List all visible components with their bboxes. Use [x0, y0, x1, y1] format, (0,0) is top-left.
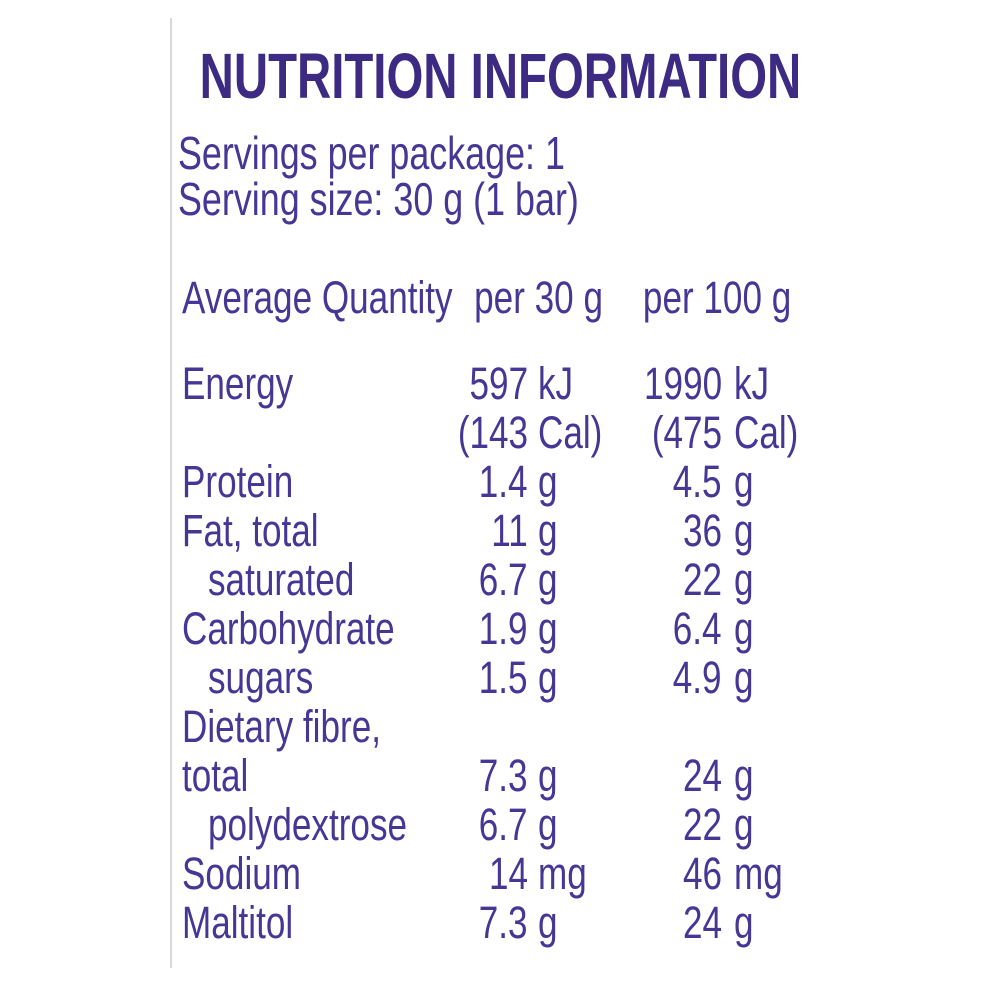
nutrient-label: Dietary fibre,	[182, 701, 381, 752]
per-30g-value: 11	[491, 505, 528, 556]
table-row: Dietary fibre,	[176, 702, 816, 751]
nutrient-label: Maltitol	[182, 897, 294, 948]
table-row: saturated 6.7 g 22 g	[176, 555, 816, 604]
nutrition-table: Average Quantity per 30 g per 100 g Ener…	[176, 273, 816, 947]
per-30g-value: 1.4	[479, 456, 528, 507]
table-row: (143 Cal) (475 Cal)	[176, 408, 816, 457]
per-30g-value: 1.9	[479, 603, 528, 654]
per-100g-unit	[722, 702, 815, 751]
per-100g-unit: g	[734, 799, 754, 850]
table-row: Sodium 14 mg 46 mg	[176, 849, 816, 898]
table-header-row: Average Quantity per 30 g per 100 g	[176, 273, 816, 322]
per-100g-value: 4.9	[673, 652, 722, 703]
per-30g-value: 597	[469, 358, 528, 409]
header-average-quantity: Average Quantity	[182, 272, 453, 323]
nutrient-label: sugars	[208, 652, 314, 703]
nutrient-label: Fat, total	[182, 505, 319, 556]
per-100g-value: 46	[682, 848, 722, 899]
per-30g-unit: g	[538, 603, 558, 654]
per-100g-value: 24	[682, 750, 722, 801]
per-30g-unit: g	[538, 505, 558, 556]
nutrient-label: total	[182, 750, 249, 801]
header-per-30g: per 30 g	[474, 272, 603, 323]
nutrient-label: Carbohydrate	[182, 603, 395, 654]
per-100g-value: 24	[682, 897, 722, 948]
per-30g-unit: g	[538, 652, 558, 703]
per-100g-unit: g	[734, 554, 754, 605]
per-30g-value: 6.7	[479, 799, 528, 850]
header-per-100g: per 100 g	[643, 272, 792, 323]
per-100g-value: 1990	[643, 358, 722, 409]
per-30g-unit: Cal)	[538, 407, 603, 458]
per-100g-unit: g	[734, 897, 754, 948]
per-100g-value: (475	[651, 407, 722, 458]
per-100g-unit: g	[734, 652, 754, 703]
nutrient-label: Protein	[182, 456, 294, 507]
per-100g-unit: Cal)	[734, 407, 799, 458]
per-100g-unit: mg	[734, 848, 783, 899]
table-row: Maltitol 7.3 g 24 g	[176, 898, 816, 947]
header-body-gap	[176, 322, 816, 359]
nutrient-label: Energy	[182, 358, 294, 409]
per-30g-value	[430, 702, 528, 751]
serving-size-text: Serving size: 30 g (1 bar)	[178, 173, 579, 225]
table-row: sugars 1.5 g 4.9 g	[176, 653, 816, 702]
per-30g-unit: mg	[538, 848, 587, 899]
per-100g-value: 4.5	[673, 456, 722, 507]
table-row: Fat, total 11 g 36 g	[176, 506, 816, 555]
per-30g-unit: g	[538, 799, 558, 850]
serving-info: Servings per package: 1 Serving size: 30…	[178, 130, 692, 222]
nutrient-label	[176, 408, 430, 457]
table-row: total 7.3 g 24 g	[176, 751, 816, 800]
per-100g-value: 36	[682, 505, 722, 556]
per-100g-value: 22	[682, 799, 722, 850]
per-100g-unit: g	[734, 750, 754, 801]
table-row: Energy 597 kJ 1990 kJ	[176, 359, 816, 408]
per-100g-value: 22	[682, 554, 722, 605]
per-100g-unit: kJ	[734, 358, 770, 409]
per-30g-value: 1.5	[479, 652, 528, 703]
per-100g-unit: g	[734, 603, 754, 654]
per-100g-unit: g	[734, 505, 754, 556]
nutrient-label: Sodium	[182, 848, 302, 899]
servings-per-package: Servings per package: 1	[178, 130, 692, 176]
per-30g-value: 14	[488, 848, 528, 899]
label-edge-line	[170, 18, 172, 968]
panel-title-text: NUTRITION INFORMATION	[199, 40, 801, 112]
nutrient-label: polydextrose	[208, 799, 408, 850]
per-30g-unit: g	[538, 750, 558, 801]
panel-title: NUTRITION INFORMATION	[0, 44, 1000, 108]
per-30g-value: 7.3	[479, 750, 528, 801]
per-100g-value: 6.4	[673, 603, 722, 654]
table-row: Carbohydrate 1.9 g 6.4 g	[176, 604, 816, 653]
table-row: Protein 1.4 g 4.5 g	[176, 457, 816, 506]
per-30g-unit: g	[538, 554, 558, 605]
per-30g-unit	[528, 702, 606, 751]
servings-per-package-text: Servings per package: 1	[178, 127, 565, 179]
per-100g-value	[606, 702, 722, 751]
table-body: Energy 597 kJ 1990 kJ (143 Cal) (475 Cal…	[176, 359, 816, 947]
per-30g-value: 6.7	[479, 554, 528, 605]
per-30g-unit: g	[538, 456, 558, 507]
per-30g-value: 7.3	[479, 897, 528, 948]
table-row: polydextrose 6.7 g 22 g	[176, 800, 816, 849]
per-30g-value: (143	[457, 407, 528, 458]
per-100g-unit: g	[734, 456, 754, 507]
nutrient-label: saturated	[208, 554, 355, 605]
per-30g-unit: kJ	[538, 358, 574, 409]
per-30g-unit: g	[538, 897, 558, 948]
serving-size: Serving size: 30 g (1 bar)	[178, 176, 692, 222]
